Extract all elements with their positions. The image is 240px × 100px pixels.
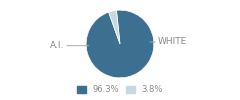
Text: WHITE: WHITE: [150, 38, 187, 46]
Text: A.I.: A.I.: [50, 41, 89, 50]
Wedge shape: [86, 10, 154, 78]
Legend: 96.3%, 3.8%: 96.3%, 3.8%: [75, 84, 165, 96]
Wedge shape: [109, 10, 120, 44]
